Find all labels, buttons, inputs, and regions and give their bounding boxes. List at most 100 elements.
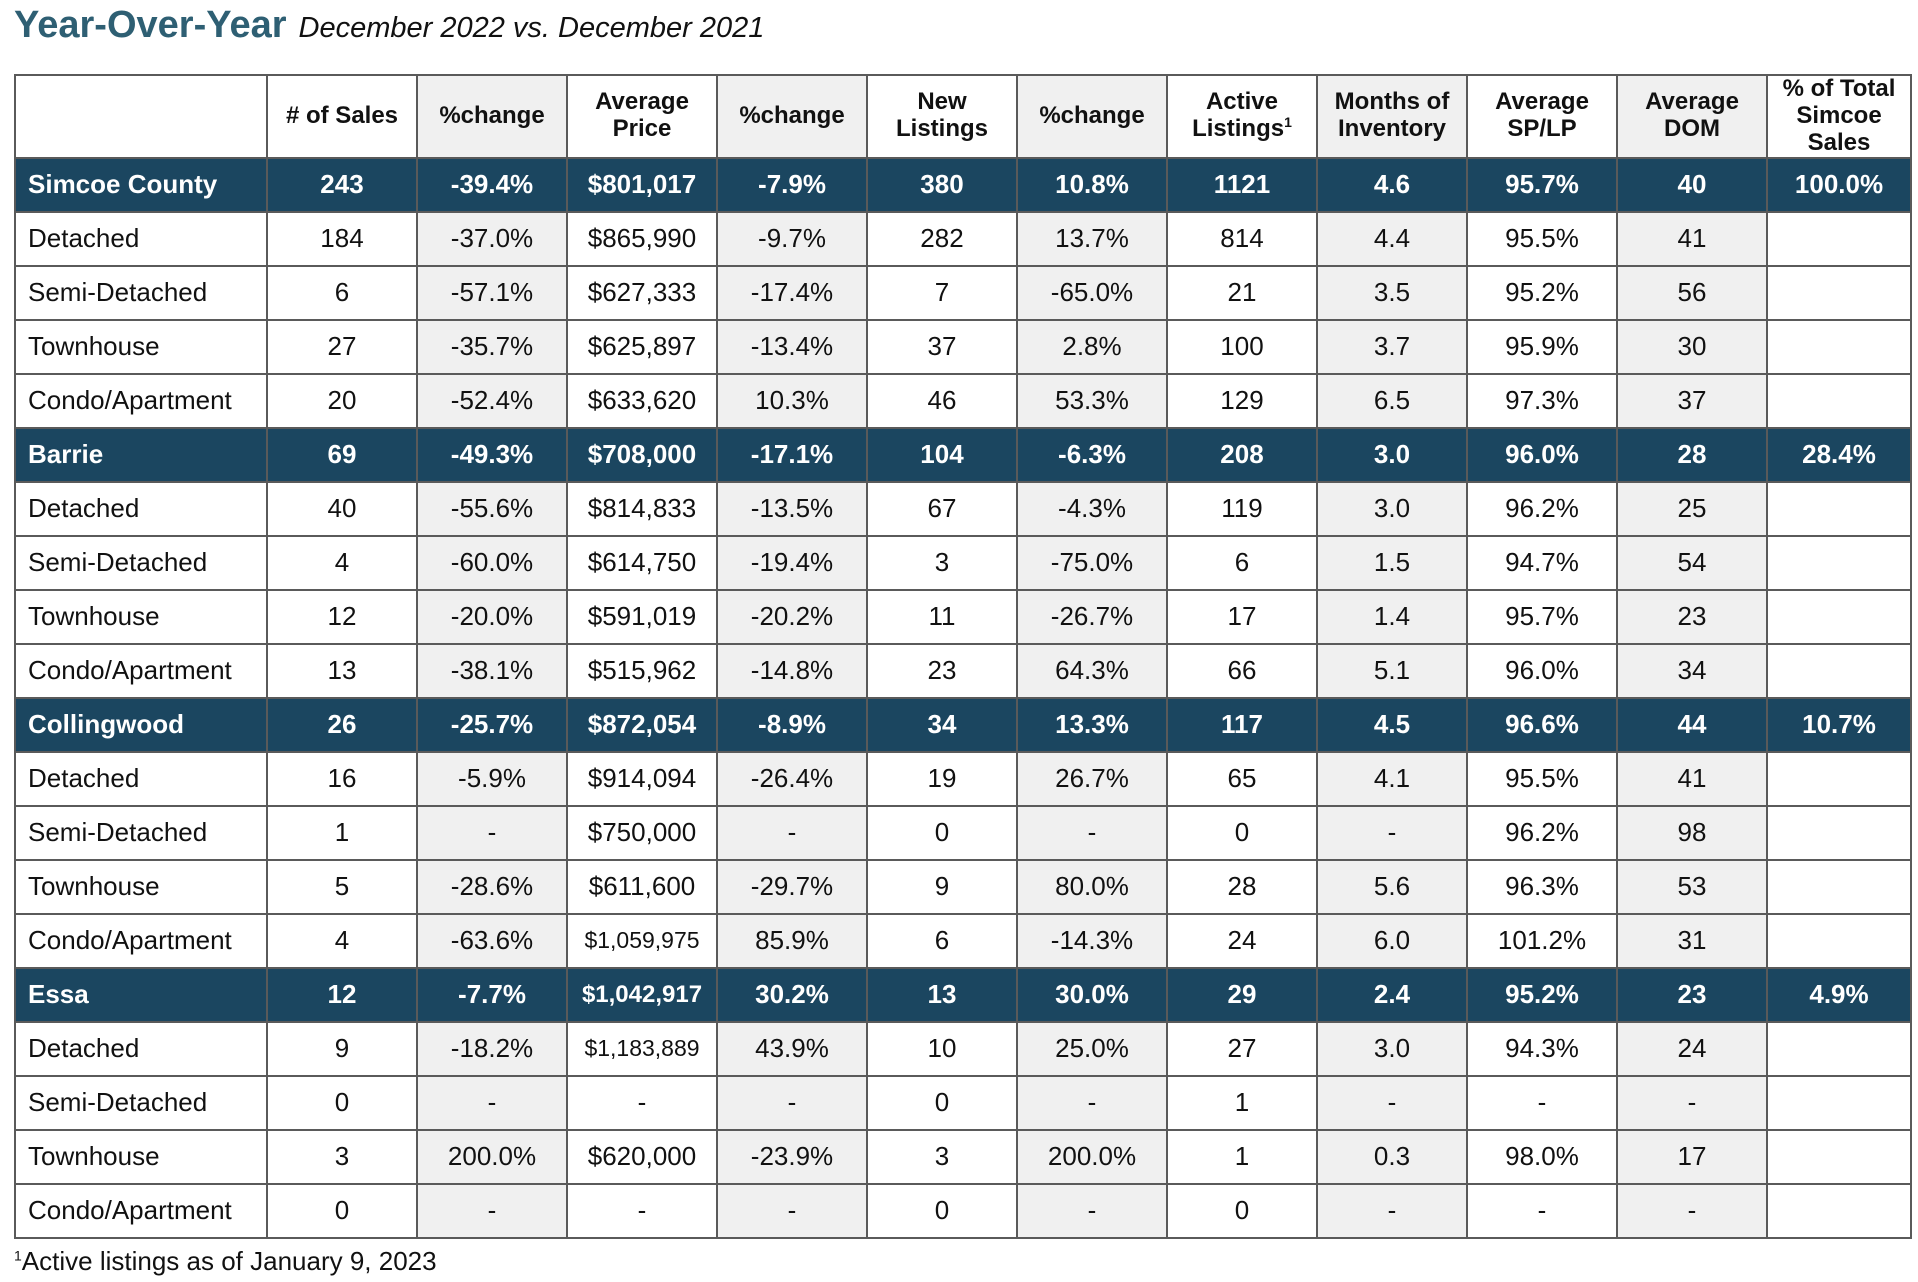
cell-total-share: 28.4% bbox=[1766, 426, 1912, 483]
column-header-listings-change: %change bbox=[1016, 74, 1168, 159]
cell-months-of-inventory: 2.4 bbox=[1316, 966, 1468, 1023]
cell-active-listings: 1 bbox=[1166, 1128, 1318, 1185]
cell-new-listings: 13 bbox=[866, 966, 1018, 1023]
cell-sales: 3 bbox=[266, 1128, 418, 1185]
cell-active-listings: 28 bbox=[1166, 858, 1318, 915]
cell-sp-lp: 95.2% bbox=[1466, 966, 1618, 1023]
cell-price-change: - bbox=[716, 804, 868, 861]
cell-new-listings: 19 bbox=[866, 750, 1018, 807]
table-row: Condo/Apartment 4 -63.6% $1,059,975 85.9% 6 -1… bbox=[14, 912, 1912, 969]
cell-sp-lp: 95.7% bbox=[1466, 156, 1618, 213]
cell-new-listings: 10 bbox=[866, 1020, 1018, 1077]
cell-new-listings: 9 bbox=[866, 858, 1018, 915]
cell-months-of-inventory: 5.1 bbox=[1316, 642, 1468, 699]
cell-total-share bbox=[1766, 804, 1912, 861]
cell-total-share bbox=[1766, 318, 1912, 375]
cell-total-share bbox=[1766, 210, 1912, 267]
cell-new-listings: 282 bbox=[866, 210, 1018, 267]
cell-sp-lp: 101.2% bbox=[1466, 912, 1618, 969]
cell-sales-change: -25.7% bbox=[416, 696, 568, 753]
cell-price-change: 30.2% bbox=[716, 966, 868, 1023]
footnote: 1Active listings as of January 9, 2023 bbox=[14, 1246, 437, 1277]
cell-type: Detached bbox=[14, 1020, 268, 1077]
cell-price-change: 10.3% bbox=[716, 372, 868, 429]
cell-sp-lp: 94.7% bbox=[1466, 534, 1618, 591]
cell-new-listings: 3 bbox=[866, 1128, 1018, 1185]
cell-months-of-inventory: 3.0 bbox=[1316, 480, 1468, 537]
cell-type: Semi-Detached bbox=[14, 534, 268, 591]
cell-sales: 12 bbox=[266, 966, 418, 1023]
cell-months-of-inventory: 1.4 bbox=[1316, 588, 1468, 645]
active-listings-label: Active Listings bbox=[1192, 88, 1285, 143]
cell-average-price: $750,000 bbox=[566, 804, 718, 861]
cell-total-share bbox=[1766, 264, 1912, 321]
table-row: Semi-Detached 0- - -0-1- - - bbox=[14, 1074, 1912, 1131]
table-row: Detached 16 -5.9% $914,094 -26.4% 19 26.7% 65 4.… bbox=[14, 750, 1912, 807]
cell-listings-change: 13.7% bbox=[1016, 210, 1168, 267]
cell-sales-change: -60.0% bbox=[416, 534, 568, 591]
cell-sp-lp: 96.6% bbox=[1466, 696, 1618, 753]
cell-average-price: $515,962 bbox=[566, 642, 718, 699]
cell-total-share bbox=[1766, 642, 1912, 699]
cell-months-of-inventory: 5.6 bbox=[1316, 858, 1468, 915]
cell-months-of-inventory: 6.5 bbox=[1316, 372, 1468, 429]
cell-sales: 0 bbox=[266, 1182, 418, 1239]
cell-new-listings: 6 bbox=[866, 912, 1018, 969]
cell-price-change: -26.4% bbox=[716, 750, 868, 807]
region-row: Barrie 69 -49.3% $708,000 -17.1% 104 -6.3% 208 3… bbox=[14, 426, 1912, 483]
table-row: Semi-Detached 4 -60.0% $614,750 -19.4% 3 -75.0… bbox=[14, 534, 1912, 591]
cell-sales: 26 bbox=[266, 696, 418, 753]
cell-type: Semi-Detached bbox=[14, 264, 268, 321]
cell-months-of-inventory: 3.7 bbox=[1316, 318, 1468, 375]
cell-listings-change: -75.0% bbox=[1016, 534, 1168, 591]
cell-dom: 53 bbox=[1616, 858, 1768, 915]
cell-listings-change: 30.0% bbox=[1016, 966, 1168, 1023]
cell-months-of-inventory: 3.0 bbox=[1316, 426, 1468, 483]
cell-listings-change: - bbox=[1016, 1074, 1168, 1131]
cell-dom: 56 bbox=[1616, 264, 1768, 321]
column-header-sp-lp: Average SP/LP bbox=[1466, 74, 1618, 159]
cell-active-listings: 0 bbox=[1166, 804, 1318, 861]
cell-total-share bbox=[1766, 372, 1912, 429]
region-row: Essa 12 -7.7% $1,042,917 30.2% 13 30.0% 29 2.4 95… bbox=[14, 966, 1912, 1023]
cell-average-price: $872,054 bbox=[566, 696, 718, 753]
cell-dom: 37 bbox=[1616, 372, 1768, 429]
cell-sales: 0 bbox=[266, 1074, 418, 1131]
table-row: Detached 40 -55.6% $814,833 -13.5% 67 -4.3% 119… bbox=[14, 480, 1912, 537]
cell-price-change: -23.9% bbox=[716, 1128, 868, 1185]
cell-average-price: $865,990 bbox=[566, 210, 718, 267]
cell-total-share bbox=[1766, 534, 1912, 591]
column-header-new-listings: New Listings bbox=[866, 74, 1018, 159]
cell-price-change: - bbox=[716, 1074, 868, 1131]
cell-dom: 41 bbox=[1616, 750, 1768, 807]
cell-price-change: -14.8% bbox=[716, 642, 868, 699]
cell-active-listings: 24 bbox=[1166, 912, 1318, 969]
footnote-text: Active listings as of January 9, 2023 bbox=[21, 1246, 437, 1276]
cell-type: Detached bbox=[14, 480, 268, 537]
cell-dom: 25 bbox=[1616, 480, 1768, 537]
cell-active-listings: 1 bbox=[1166, 1074, 1318, 1131]
cell-type: Detached bbox=[14, 210, 268, 267]
cell-months-of-inventory: 0.3 bbox=[1316, 1128, 1468, 1185]
cell-price-change: -17.1% bbox=[716, 426, 868, 483]
footnote-marker: 1 bbox=[14, 1247, 22, 1264]
cell-listings-change: 26.7% bbox=[1016, 750, 1168, 807]
cell-price-change: 85.9% bbox=[716, 912, 868, 969]
cell-type: Condo/Apartment bbox=[14, 912, 268, 969]
cell-type: Collingwood bbox=[14, 696, 268, 753]
table-row: Semi-Detached 6 -57.1% $627,333 -17.4% 7 -65.0… bbox=[14, 264, 1912, 321]
cell-active-listings: 208 bbox=[1166, 426, 1318, 483]
cell-type: Essa bbox=[14, 966, 268, 1023]
region-row: Collingwood 26 -25.7% $872,054 -8.9% 34 13.3% 1… bbox=[14, 696, 1912, 753]
footnote-marker: 1 bbox=[1284, 114, 1292, 131]
cell-sales-change: -28.6% bbox=[416, 858, 568, 915]
table-header-row: # of Sales %change Average Price %change… bbox=[14, 74, 1912, 159]
column-header-months-of-inventory: Months of Inventory bbox=[1316, 74, 1468, 159]
cell-price-change: 43.9% bbox=[716, 1020, 868, 1077]
cell-sp-lp: - bbox=[1466, 1182, 1618, 1239]
cell-listings-change: - bbox=[1016, 804, 1168, 861]
cell-active-listings: 0 bbox=[1166, 1182, 1318, 1239]
cell-type: Detached bbox=[14, 750, 268, 807]
cell-dom: 31 bbox=[1616, 912, 1768, 969]
cell-sales: 243 bbox=[266, 156, 418, 213]
